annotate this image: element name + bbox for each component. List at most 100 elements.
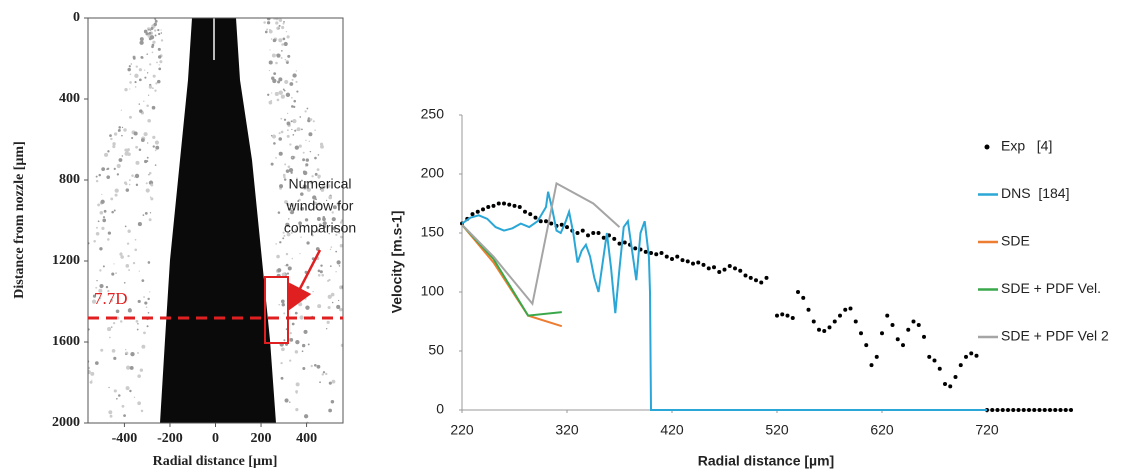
speckle <box>362 388 366 392</box>
speckle <box>137 351 139 354</box>
data-point <box>885 313 890 318</box>
speckle <box>354 397 356 399</box>
data-point <box>964 354 968 359</box>
x-tick-label: 0 <box>212 431 219 446</box>
speckle <box>127 254 130 258</box>
speckle <box>269 49 271 51</box>
speckle <box>110 137 113 141</box>
data-point <box>738 268 743 273</box>
speckle <box>302 170 306 174</box>
speckle <box>322 217 326 222</box>
data-point <box>559 222 564 227</box>
speckle <box>88 369 91 375</box>
data-point <box>1011 408 1016 412</box>
speckle <box>306 187 311 192</box>
speckle <box>98 288 103 293</box>
speckle <box>107 238 110 241</box>
data-point <box>953 374 958 379</box>
speckle <box>77 297 81 301</box>
speckle <box>128 183 131 186</box>
y-tick-label: 200 <box>421 165 445 181</box>
data-point <box>502 201 506 206</box>
speckle <box>336 260 341 265</box>
speckle <box>285 169 290 173</box>
speckle <box>289 289 294 294</box>
speckle <box>286 121 291 126</box>
y-axis-label: Distance from nozzle [µm] <box>12 141 27 298</box>
speckle <box>340 235 343 239</box>
speckle <box>377 346 380 349</box>
speckle <box>282 237 285 240</box>
speckle <box>273 142 276 145</box>
speckle <box>396 414 399 417</box>
data-point <box>533 215 538 220</box>
speckle <box>147 118 151 123</box>
speckle <box>73 293 77 297</box>
speckle <box>284 163 287 166</box>
speckle <box>336 304 341 309</box>
speckle <box>139 37 144 42</box>
speckle <box>309 118 313 121</box>
speckle <box>374 360 376 362</box>
data-point <box>670 256 674 261</box>
data-point <box>864 343 869 348</box>
speckle <box>330 292 335 297</box>
speckle <box>268 100 273 105</box>
speckle <box>77 376 79 378</box>
speckle <box>338 265 341 267</box>
y-tick-label: 400 <box>59 91 80 106</box>
speckle <box>128 65 131 68</box>
speckle <box>145 306 148 308</box>
speckle <box>268 69 271 72</box>
x-tick-label: 200 <box>251 431 272 446</box>
speckle <box>274 18 279 21</box>
speckle <box>108 410 113 415</box>
speckle <box>114 188 119 193</box>
speckle <box>282 37 286 41</box>
speckle <box>113 167 116 170</box>
speckle <box>287 266 292 271</box>
speckle <box>275 243 277 245</box>
speckle <box>332 205 337 210</box>
data-point <box>958 363 963 368</box>
speckle <box>325 372 328 376</box>
speckle <box>378 359 380 361</box>
data-point <box>712 265 716 270</box>
speckle <box>327 294 332 299</box>
speckle <box>99 247 103 251</box>
speckle <box>49 407 51 409</box>
speckle <box>60 379 64 383</box>
speckle <box>288 218 290 220</box>
legend-marker <box>984 144 990 150</box>
speckle <box>284 200 288 204</box>
data-point <box>528 212 533 217</box>
speckle <box>49 392 52 395</box>
speckle <box>120 320 123 323</box>
speckle <box>368 391 371 394</box>
speckle <box>72 366 75 369</box>
speckle <box>137 322 139 325</box>
data-point <box>575 231 580 235</box>
speckle <box>285 222 289 226</box>
speckle <box>301 343 306 348</box>
speckle <box>146 325 149 328</box>
data-point <box>544 219 548 224</box>
speckle <box>105 285 109 289</box>
speckle <box>329 265 332 267</box>
annotation: comparison <box>284 220 356 236</box>
speckle <box>157 28 160 32</box>
speckle <box>280 376 284 380</box>
speckle <box>383 373 385 375</box>
speckle <box>135 319 139 323</box>
speckle <box>159 60 163 64</box>
speckle <box>308 132 313 137</box>
speckle <box>140 409 144 413</box>
speckle <box>289 401 291 403</box>
speckle <box>95 179 99 183</box>
speckle <box>71 371 74 374</box>
speckle <box>278 18 283 22</box>
speckle <box>386 361 388 363</box>
speckle <box>328 232 330 235</box>
speckle <box>283 41 288 47</box>
speckle <box>124 182 128 186</box>
